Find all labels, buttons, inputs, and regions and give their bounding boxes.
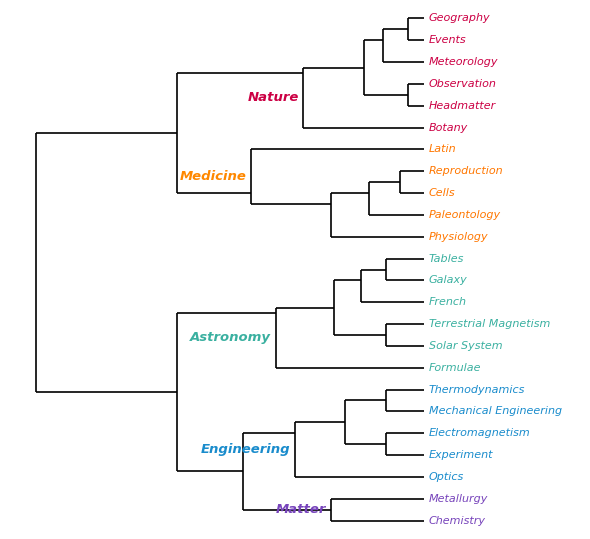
Text: Cells: Cells: [429, 188, 455, 198]
Text: Events: Events: [429, 36, 467, 45]
Text: Optics: Optics: [429, 472, 464, 482]
Text: Geography: Geography: [429, 13, 490, 24]
Text: Latin: Latin: [429, 144, 457, 155]
Text: Observation: Observation: [429, 79, 497, 89]
Text: Botany: Botany: [429, 123, 468, 133]
Text: Electromagnetism: Electromagnetism: [429, 428, 530, 438]
Text: Nature: Nature: [247, 91, 299, 104]
Text: French: French: [429, 297, 467, 307]
Text: Formulae: Formulae: [429, 363, 481, 373]
Text: Solar System: Solar System: [429, 341, 503, 351]
Text: Medicine: Medicine: [180, 170, 247, 183]
Text: Physiology: Physiology: [429, 232, 489, 242]
Text: Reproduction: Reproduction: [429, 166, 503, 176]
Text: Experiment: Experiment: [429, 450, 493, 460]
Text: Chemistry: Chemistry: [429, 515, 486, 526]
Text: Thermodynamics: Thermodynamics: [429, 384, 525, 395]
Text: Meteorology: Meteorology: [429, 57, 499, 67]
Text: Astronomy: Astronomy: [191, 331, 271, 344]
Text: Mechanical Engineering: Mechanical Engineering: [429, 406, 562, 416]
Text: Matter: Matter: [276, 503, 326, 516]
Text: Terrestrial Magnetism: Terrestrial Magnetism: [429, 319, 550, 329]
Text: Engineering: Engineering: [201, 443, 291, 456]
Text: Tables: Tables: [429, 253, 464, 264]
Text: Metallurgy: Metallurgy: [429, 494, 488, 503]
Text: Paleontology: Paleontology: [429, 210, 501, 220]
Text: Galaxy: Galaxy: [429, 275, 467, 286]
Text: Headmatter: Headmatter: [429, 101, 496, 111]
